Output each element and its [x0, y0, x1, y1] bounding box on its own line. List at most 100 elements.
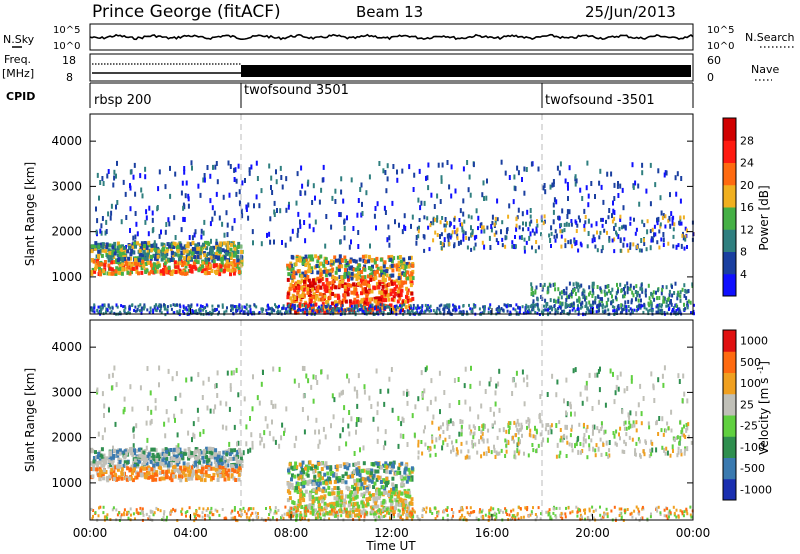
echo-cell	[129, 467, 133, 472]
echo-cell	[505, 304, 508, 308]
echo-cell	[348, 474, 352, 479]
echo-cell	[110, 461, 114, 465]
echo-cell	[122, 264, 126, 269]
echo-cell	[375, 498, 379, 503]
echo-cell	[473, 305, 476, 309]
echo-cell	[641, 287, 644, 292]
echo-cell	[333, 486, 337, 490]
echo-cell	[392, 289, 395, 294]
echo-cell	[552, 181, 555, 187]
echo-cell	[508, 429, 510, 435]
echo-cell	[288, 201, 290, 207]
echo-cell	[367, 491, 371, 496]
echo-cell	[681, 233, 684, 238]
echo-cell	[136, 262, 139, 267]
echo-cell	[650, 371, 653, 377]
nave-tick-low: 0	[707, 71, 714, 84]
echo-cell	[377, 305, 380, 309]
echo-cell	[132, 461, 136, 466]
echo-cell	[591, 288, 594, 293]
echo-cell	[348, 266, 352, 271]
echo-cell	[300, 286, 304, 290]
echo-cell	[304, 277, 308, 282]
echo-cell	[174, 171, 177, 177]
echo-cell	[190, 269, 194, 274]
echo-cell	[149, 474, 153, 479]
echo-cell	[90, 461, 94, 466]
echo-cell	[578, 296, 581, 301]
echo-cell	[411, 214, 414, 220]
echo-cell	[306, 504, 309, 509]
echo-cell	[497, 309, 500, 312]
echo-cell	[100, 473, 104, 478]
echo-cell	[240, 250, 244, 254]
echo-cell	[684, 226, 687, 231]
echo-cell	[381, 485, 385, 489]
echo-cell	[402, 390, 405, 396]
echo-cell	[132, 426, 135, 432]
echo-cell	[611, 305, 614, 309]
echo-cell	[170, 251, 174, 256]
echo-cell	[655, 305, 658, 309]
echo-cell	[288, 496, 292, 501]
echo-cell	[270, 175, 273, 181]
echo-cell	[691, 282, 694, 287]
echo-cell	[300, 165, 303, 171]
echo-cell	[103, 303, 106, 307]
echo-cell	[577, 248, 580, 253]
echo-cell	[183, 166, 186, 171]
echo-cell	[625, 308, 628, 312]
echo-cell	[599, 366, 601, 372]
nsky-trace	[89, 33, 694, 41]
echo-cell	[559, 229, 562, 234]
echo-cell	[369, 277, 373, 282]
echo-cell	[559, 301, 562, 306]
echo-cell	[99, 272, 102, 277]
echo-cell	[568, 209, 571, 215]
echo-cell	[226, 241, 230, 246]
echo-cell	[301, 261, 305, 266]
echo-cell	[556, 165, 559, 171]
echo-cell	[625, 305, 628, 309]
echo-cell	[222, 268, 226, 273]
echo-cell	[344, 471, 348, 476]
echo-cell	[424, 367, 427, 373]
echo-cell	[342, 389, 344, 395]
cpid-segment-2: twofsound 3501	[244, 83, 349, 98]
echo-cell	[338, 280, 342, 285]
echo-cell	[396, 177, 399, 183]
echo-cell	[154, 448, 158, 453]
echo-cell	[133, 448, 136, 453]
echo-cell	[159, 271, 163, 276]
echo-cell	[629, 216, 632, 221]
echo-cell	[148, 205, 151, 211]
echo-cell	[591, 281, 594, 286]
echo-cell	[388, 235, 391, 241]
echo-cell	[143, 305, 146, 309]
echo-cell	[330, 491, 333, 496]
echo-cell	[123, 460, 127, 465]
echo-cell	[222, 450, 226, 455]
echo-cell	[629, 221, 632, 226]
echo-cell	[248, 167, 251, 173]
echo-cell	[473, 235, 476, 241]
echo-cell	[627, 305, 630, 308]
echo-cell	[116, 246, 120, 251]
echo-cell	[238, 303, 241, 307]
echo-cell	[202, 306, 205, 310]
echo-cell	[625, 310, 628, 314]
echo-cell	[339, 498, 343, 503]
echo-cell	[686, 425, 689, 431]
echo-cell	[157, 249, 161, 254]
echo-cell	[142, 250, 146, 255]
echo-cell	[122, 179, 125, 185]
echo-cell	[575, 240, 578, 246]
echo-cell	[123, 257, 127, 261]
echo-cell	[99, 468, 103, 473]
echo-cell	[325, 277, 329, 282]
echo-cell	[145, 473, 149, 478]
echo-cell	[295, 513, 299, 518]
echo-cell	[391, 407, 394, 413]
echo-cell	[347, 283, 351, 287]
